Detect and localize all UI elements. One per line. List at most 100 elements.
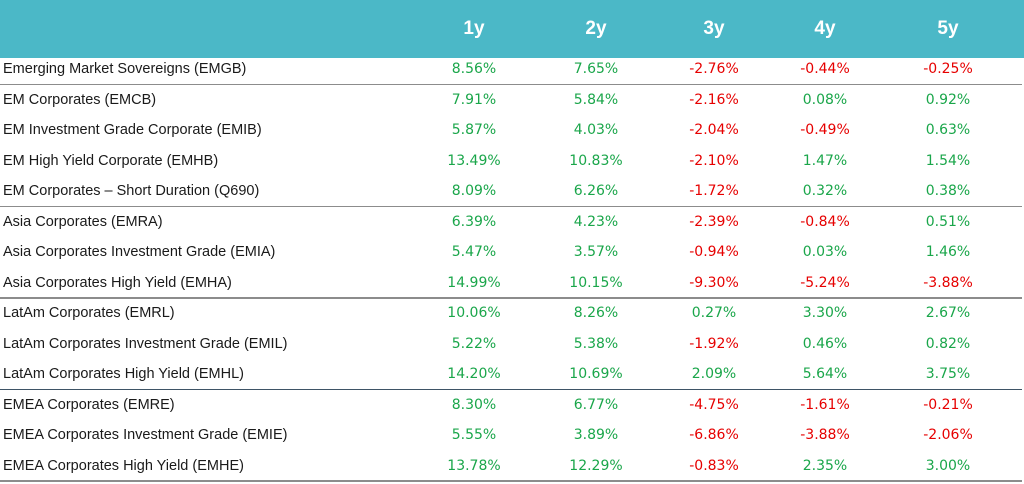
row-label: EM Corporates (EMCB): [3, 91, 157, 108]
table-row: LatAm Corporates Investment Grade (EMIL)…: [0, 329, 1024, 360]
value-cell-3y: -2.04%: [689, 122, 739, 138]
row-label: EMEA Corporates High Yield (EMHE): [3, 457, 244, 474]
value-cell-5y: -2.06%: [923, 427, 973, 443]
value-cell-4y: 0.03%: [802, 244, 848, 260]
row-label: Emerging Market Sovereigns (EMGB): [3, 61, 247, 77]
value-cell-2y: 6.77%: [573, 396, 619, 413]
value-cell-4y: 0.32%: [802, 183, 848, 199]
row-label: EMEA Corporates (EMRE): [3, 396, 175, 413]
value-cell-1y: 7.91%: [451, 91, 497, 108]
value-cell-4y: 5.64%: [802, 366, 848, 382]
value-cell-4y: -5.24%: [800, 274, 850, 291]
value-cell-3y: -9.30%: [689, 274, 739, 291]
value-cell-3y: -4.75%: [689, 396, 739, 413]
table-row: Asia Corporates High Yield (EMHA) 14.99% 1…: [0, 268, 1024, 299]
value-cell-2y: 5.38%: [573, 335, 619, 352]
table-row: EM Corporates – Short Duration (Q690) 8.0…: [0, 176, 1024, 207]
col-header-2y: 2y: [585, 18, 607, 39]
value-cell-3y: -1.92%: [689, 335, 739, 352]
value-cell-1y: 14.20%: [447, 366, 501, 382]
value-cell-2y: 10.69%: [569, 366, 623, 382]
value-cell-4y: -0.84%: [800, 213, 850, 230]
col-header-4y: 4y: [814, 18, 836, 39]
table-row: Asia Corporates Investment Grade (EMIA) 5…: [0, 237, 1024, 268]
value-cell-4y: -0.44%: [800, 61, 850, 77]
value-cell-2y: 10.83%: [569, 152, 623, 169]
value-cell-4y: 0.46%: [802, 335, 848, 352]
value-cell-1y: 13.78%: [447, 457, 501, 474]
value-cell-2y: 7.65%: [573, 61, 619, 77]
value-cell-4y: 1.47%: [802, 152, 848, 169]
group-separator: [0, 480, 1022, 482]
value-cell-1y: 8.30%: [451, 396, 497, 413]
value-cell-5y: 1.46%: [925, 244, 971, 260]
row-label: EMEA Corporates Investment Grade (EMIE): [3, 427, 288, 443]
row-label: Asia Corporates Investment Grade (EMIA): [3, 244, 276, 260]
row-label: Asia Corporates (EMRA): [3, 213, 163, 230]
col-header-3y: 3y: [703, 18, 725, 39]
value-cell-2y: 8.26%: [573, 305, 619, 321]
table-row: EMEA Corporates High Yield (EMHE) 13.78% 1…: [0, 451, 1024, 482]
col-header-5y: 5y: [937, 18, 959, 39]
col-header-1y: 1y: [463, 18, 485, 39]
value-cell-5y: 2.67%: [925, 305, 971, 321]
value-cell-2y: 6.26%: [573, 183, 619, 199]
value-cell-3y: -2.10%: [689, 152, 739, 169]
value-cell-1y: 5.47%: [451, 244, 497, 260]
value-cell-3y: -0.94%: [689, 244, 739, 260]
value-cell-4y: -1.61%: [800, 396, 850, 413]
table-row: EM High Yield Corporate (EMHB) 13.49% 10.8…: [0, 146, 1024, 177]
value-cell-4y: 0.08%: [802, 91, 848, 108]
value-cell-3y: -1.72%: [689, 183, 739, 199]
value-cell-4y: -0.49%: [800, 122, 850, 138]
group-separator: [0, 297, 1022, 299]
value-cell-5y: 0.63%: [925, 122, 971, 138]
table-row: Emerging Market Sovereigns (EMGB) 8.56% 7.…: [0, 54, 1024, 85]
value-cell-5y: 0.82%: [925, 335, 971, 352]
table-row: LatAm Corporates High Yield (EMHL) 14.20%…: [0, 359, 1024, 390]
value-cell-2y: 4.03%: [573, 122, 619, 138]
value-cell-5y: -3.88%: [923, 274, 973, 291]
row-label: EM High Yield Corporate (EMHB): [3, 152, 219, 169]
value-cell-5y: 1.54%: [925, 152, 971, 169]
value-cell-1y: 5.22%: [451, 335, 497, 352]
table-row: EM Investment Grade Corporate (EMIB) 5.87…: [0, 115, 1024, 146]
table-row: EM Corporates (EMCB) 7.91% 5.84% -2.16% 0.08…: [0, 85, 1024, 116]
value-cell-5y: -0.21%: [923, 396, 973, 413]
value-cell-1y: 13.49%: [447, 152, 501, 169]
group-separator: [0, 388, 1022, 390]
row-label: LatAm Corporates High Yield (EMHL): [3, 366, 244, 382]
row-label: Asia Corporates High Yield (EMHA): [3, 274, 232, 291]
table-header: 1y 2y 3y 4y 5y: [0, 0, 1024, 58]
value-cell-4y: 3.30%: [802, 305, 848, 321]
row-label: LatAm Corporates (EMRL): [3, 305, 175, 321]
value-cell-1y: 14.99%: [447, 274, 501, 291]
value-cell-1y: 8.09%: [451, 183, 497, 199]
value-cell-1y: 6.39%: [451, 213, 497, 230]
group-separator: [0, 83, 1022, 85]
value-cell-1y: 10.06%: [447, 305, 501, 321]
table-row: Asia Corporates (EMRA) 6.39% 4.23% -2.39% -0…: [0, 207, 1024, 238]
value-cell-1y: 8.56%: [451, 61, 497, 77]
row-label: LatAm Corporates Investment Grade (EMIL): [3, 335, 288, 352]
row-label: EM Corporates – Short Duration (Q690): [3, 183, 260, 199]
value-cell-4y: 2.35%: [802, 457, 848, 474]
value-cell-5y: 3.75%: [925, 366, 971, 382]
row-label: EM Investment Grade Corporate (EMIB): [3, 122, 262, 138]
value-cell-3y: -2.39%: [689, 213, 739, 230]
value-cell-2y: 4.23%: [573, 213, 619, 230]
value-cell-3y: -2.16%: [689, 91, 739, 108]
table-row: EMEA Corporates Investment Grade (EMIE) 5…: [0, 420, 1024, 451]
value-cell-5y: 0.38%: [925, 183, 971, 199]
value-cell-4y: -3.88%: [800, 427, 850, 443]
value-cell-1y: 5.55%: [451, 427, 497, 443]
value-cell-2y: 5.84%: [573, 91, 619, 108]
value-cell-3y: -2.76%: [689, 61, 739, 77]
value-cell-5y: 3.00%: [925, 457, 971, 474]
value-cell-3y: 0.27%: [691, 305, 737, 321]
value-cell-3y: -0.83%: [689, 457, 739, 474]
value-cell-3y: -6.86%: [689, 427, 739, 443]
table-row: EMEA Corporates (EMRE) 8.30% 6.77% -4.75% -1…: [0, 390, 1024, 421]
value-cell-5y: 0.51%: [925, 213, 971, 230]
value-cell-3y: 2.09%: [691, 366, 737, 382]
